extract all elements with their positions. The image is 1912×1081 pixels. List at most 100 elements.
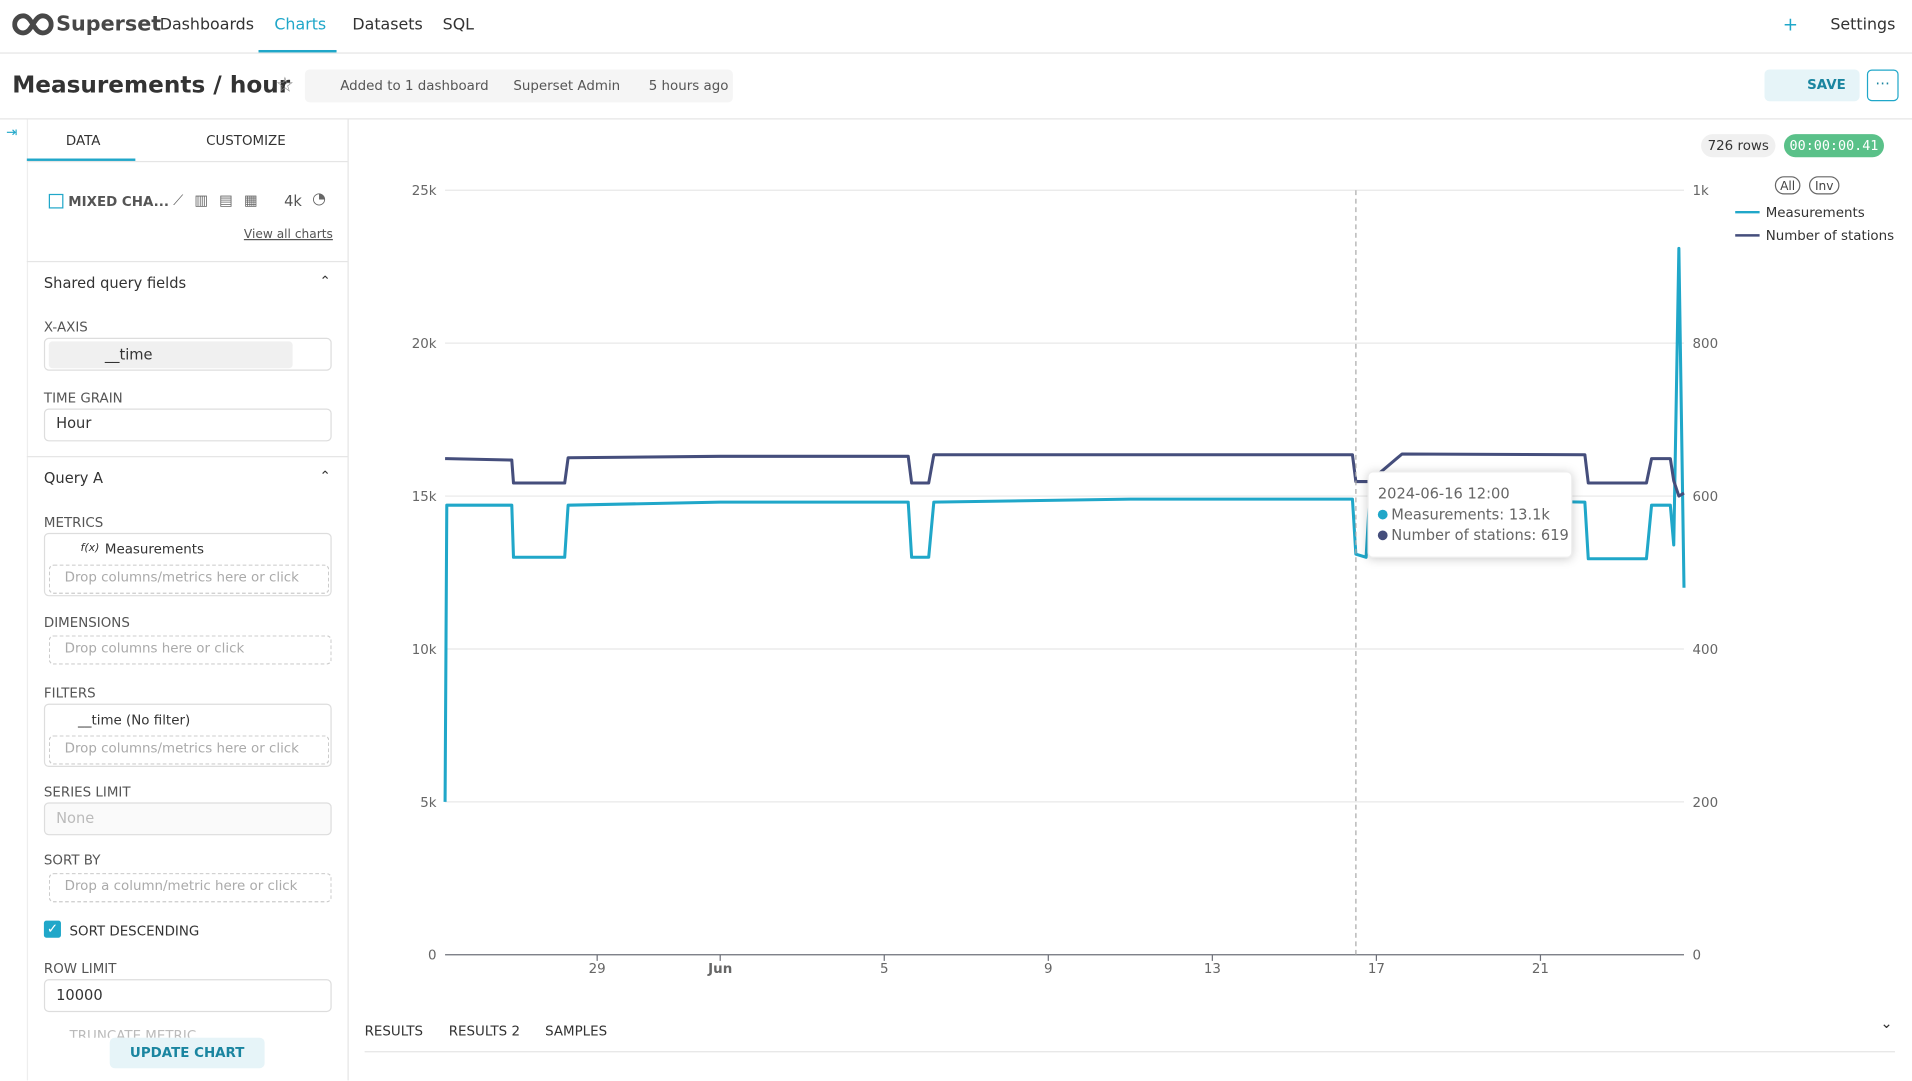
chevron[interactable]: ⌃ xyxy=(319,468,331,485)
y2-tick-label: 600 xyxy=(1693,490,1719,505)
navbar xyxy=(0,0,1912,54)
drop-zone[interactable]: Drop columns here or click xyxy=(48,635,332,665)
drop-zone[interactable]: Drop a column/metric here or click xyxy=(48,873,332,903)
nav-item[interactable]: Datasets xyxy=(352,15,423,35)
viz-4k[interactable]: 4k xyxy=(284,192,302,210)
label: FILTERS xyxy=(43,685,96,702)
tab-border xyxy=(26,160,348,163)
select[interactable] xyxy=(43,979,332,1013)
nav-item-active[interactable]: Charts xyxy=(274,15,327,35)
tooltip-dot xyxy=(1377,509,1388,520)
results-tab[interactable]: RESULTS xyxy=(364,1023,424,1039)
y-tick-label: 5k xyxy=(420,796,437,811)
row-count: 726 rows xyxy=(1701,134,1776,158)
results-tab[interactable]: SAMPLES xyxy=(545,1023,608,1039)
y-tick-label: 15k xyxy=(412,490,437,505)
y-tick-label: 20k xyxy=(412,337,437,352)
tooltip-line: Number of stations: 619 xyxy=(1391,527,1569,544)
row-limit-value[interactable]: 10000 xyxy=(56,986,103,1004)
drop-zone[interactable]: Drop columns/metrics here or click xyxy=(48,735,330,765)
legend-button[interactable] xyxy=(1808,176,1840,195)
y2-tick-label: 800 xyxy=(1693,337,1719,352)
chart-type-icon xyxy=(48,193,64,209)
time-grain-value[interactable]: Hour xyxy=(56,414,92,432)
tooltip-box xyxy=(1367,471,1573,558)
select[interactable] xyxy=(43,408,332,442)
label: SORT BY xyxy=(43,852,101,869)
legend-button-label: All xyxy=(1780,179,1795,193)
collapse-strip xyxy=(26,119,29,1081)
viz-icons[interactable]: ⟋▥▤▦ xyxy=(173,191,269,209)
panel-border xyxy=(347,119,349,1081)
drop-zone[interactable]: Drop columns/metrics here or click xyxy=(48,564,330,594)
dashboards-info[interactable]: Added to 1 dashboard xyxy=(340,78,489,94)
x-tick-label: 21 xyxy=(1532,962,1549,977)
tooltip-title: 2024-06-16 12:00 xyxy=(1378,486,1510,503)
legend-button[interactable] xyxy=(1774,176,1801,195)
duration: 00:00:00.41 xyxy=(1783,134,1884,158)
x-tick-label: 9 xyxy=(1044,962,1053,977)
series-line xyxy=(443,246,1686,802)
nav-item[interactable]: SQL xyxy=(442,15,475,35)
label: SERIES LIMIT xyxy=(43,784,131,800)
label: ROW LIMIT xyxy=(43,960,117,977)
new-button[interactable]: + xyxy=(1782,13,1799,36)
header-border xyxy=(0,118,1912,120)
x-tick-label: 5 xyxy=(880,962,889,977)
tooltip: 2024-06-16 12:00 Measurements: 13.1k Numbe… xyxy=(1367,471,1573,558)
modified: 5 hours ago xyxy=(648,78,729,94)
series-limit-value[interactable]: None xyxy=(56,809,95,827)
divider xyxy=(26,260,348,263)
settings[interactable]: Settings xyxy=(1830,15,1896,35)
chart-type[interactable]: MIXED CHA... xyxy=(68,193,169,210)
truncate-label[interactable]: TRUNCATE METRIC xyxy=(69,1027,197,1038)
legend-label[interactable]: Measurements xyxy=(1766,206,1865,221)
metric-value[interactable]: Measurements xyxy=(104,541,204,558)
filter-value[interactable]: __time (No filter) xyxy=(78,712,191,728)
checkbox-label[interactable]: SORT DESCENDING xyxy=(69,923,200,939)
chart-name[interactable]: Measurements / hour xyxy=(12,71,291,99)
results-border xyxy=(364,1051,1895,1053)
y2-tick-label: 400 xyxy=(1693,643,1719,658)
label: METRICS xyxy=(43,514,104,531)
chevron[interactable]: ⌃ xyxy=(319,273,331,289)
brand[interactable]: Superset xyxy=(56,12,162,37)
more-button[interactable]: ⋯ xyxy=(1866,69,1899,102)
y-tick-label: 10k xyxy=(412,643,437,658)
metadata-bar xyxy=(304,69,733,103)
x-axis-value[interactable]: __time xyxy=(48,341,293,369)
section-title[interactable]: Shared query fields xyxy=(43,274,187,292)
y2-tick-label: 0 xyxy=(1693,949,1702,964)
x-tick-label: 13 xyxy=(1204,962,1221,977)
y2-tick-label: 1k xyxy=(1693,184,1710,199)
label: TIME GRAIN xyxy=(43,390,123,407)
nav-item[interactable]: Dashboards xyxy=(159,15,255,35)
tooltip-line: Measurements: 13.1k xyxy=(1391,506,1550,523)
results-tab[interactable]: RESULTS 2 xyxy=(448,1023,520,1039)
viz-pie[interactable]: ◔ xyxy=(312,190,326,209)
owner: Superset Admin xyxy=(513,78,621,94)
x-tick-label: Jun xyxy=(707,962,732,977)
update-button[interactable]: UPDATE CHART xyxy=(109,1037,265,1069)
expand[interactable]: ⌄ xyxy=(1880,1014,1893,1032)
label: X-AXIS xyxy=(43,319,88,336)
divider xyxy=(26,456,348,458)
save-label[interactable]: SAVE xyxy=(1807,76,1846,93)
collapse-icon[interactable]: ⇥ xyxy=(6,124,18,141)
tab[interactable]: CUSTOMIZE xyxy=(206,132,286,149)
checkbox[interactable]: ✓ xyxy=(43,920,61,938)
select[interactable] xyxy=(43,802,332,836)
section-title[interactable]: Query A xyxy=(43,469,104,487)
metric-prefix: f(x) xyxy=(80,542,100,555)
y-tick-label: 0 xyxy=(428,949,437,964)
series-line xyxy=(445,452,1685,498)
view-all[interactable]: View all charts xyxy=(243,228,333,242)
tab-active[interactable]: DATA xyxy=(65,132,101,149)
legend-label[interactable]: Number of stations xyxy=(1766,229,1894,244)
legend-button-label: Inv xyxy=(1815,179,1834,193)
save-button[interactable] xyxy=(1764,69,1860,102)
favorite-star[interactable]: ☆ xyxy=(275,73,295,98)
